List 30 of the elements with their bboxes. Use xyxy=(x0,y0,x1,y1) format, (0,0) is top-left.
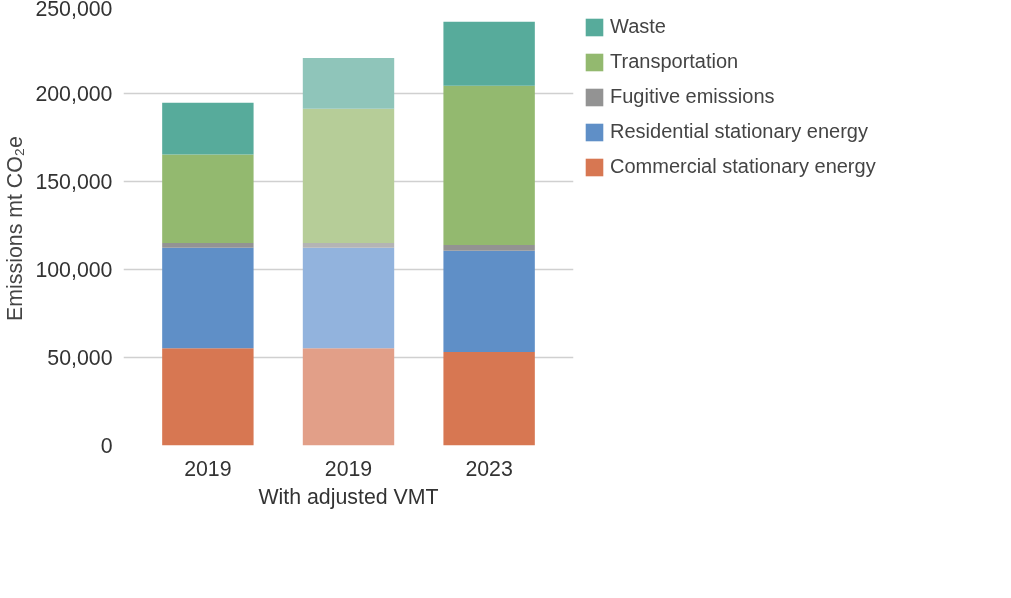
legend-label: Transportation xyxy=(610,50,739,73)
bar xyxy=(162,348,254,446)
x-tick-label: 2019 With adjusted VMT xyxy=(258,456,439,510)
bar xyxy=(302,108,395,244)
legend-label: Commercial stationary energy xyxy=(610,155,876,178)
bar xyxy=(443,85,535,246)
legend-label: Residential stationary energy xyxy=(610,120,868,143)
y-tick-label: 150,000 xyxy=(35,170,113,194)
bar xyxy=(302,247,395,349)
bar xyxy=(302,57,395,109)
y-axis-title: Emissions mt CO₂e xyxy=(3,136,28,321)
y-tick-label: 250,000 xyxy=(35,0,113,21)
legend-label: Fugitive emissions xyxy=(610,85,775,108)
bar xyxy=(302,243,395,248)
bar xyxy=(162,154,254,244)
y-tick-label: 200,000 xyxy=(35,82,113,106)
bar xyxy=(302,348,395,446)
bar xyxy=(162,102,254,155)
bar xyxy=(443,21,535,86)
x-tick-label: 2023 xyxy=(465,456,513,481)
bar xyxy=(443,352,535,446)
y-tick-label: 100,000 xyxy=(35,258,113,282)
y-tick-label: 0 xyxy=(100,434,113,458)
x-tick-label: 2019 xyxy=(184,456,232,481)
bar xyxy=(443,245,535,251)
bar xyxy=(162,243,254,248)
bar xyxy=(162,247,254,349)
bar xyxy=(443,250,535,353)
y-tick-label: 50,000 xyxy=(47,346,113,370)
legend-label: Waste xyxy=(610,15,666,38)
